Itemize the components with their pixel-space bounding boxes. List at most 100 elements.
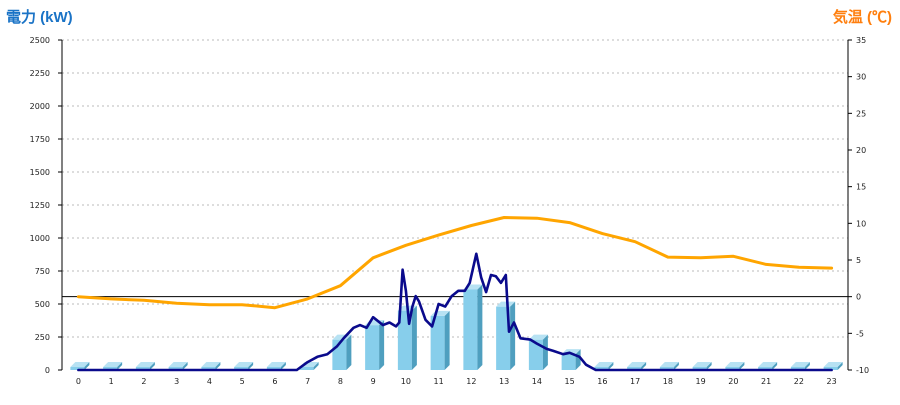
bar-side	[149, 362, 155, 370]
bar	[659, 367, 674, 370]
bar	[168, 367, 183, 370]
bar-top	[103, 362, 123, 367]
x-tick-label: 16	[597, 377, 607, 386]
right-tick-label: -5	[856, 329, 864, 338]
bar-top	[823, 362, 843, 367]
bar-side	[313, 362, 319, 370]
right-tick-label: 35	[856, 36, 866, 45]
left-tick-label: 1750	[30, 135, 50, 144]
bar	[70, 367, 85, 370]
x-tick-label: 19	[696, 377, 706, 386]
right-tick-label: 15	[856, 183, 866, 192]
x-tick-label: 5	[240, 377, 245, 386]
bar-top	[266, 362, 286, 367]
x-tick-label: 3	[174, 377, 179, 386]
x-tick-label: 20	[728, 377, 738, 386]
temperature-line	[76, 216, 834, 310]
bar-top	[659, 362, 679, 367]
x-tick-label: 17	[630, 377, 640, 386]
bar-side	[510, 301, 516, 370]
bar	[397, 310, 412, 370]
x-tick-label: 2	[141, 377, 146, 386]
bar	[627, 367, 642, 370]
right-tick-label: 10	[856, 219, 866, 228]
bar	[561, 354, 576, 370]
bar-top	[135, 362, 155, 367]
bar-top	[70, 362, 90, 367]
bar-top	[758, 362, 778, 367]
bar	[430, 315, 445, 370]
left-tick-label: 1500	[30, 168, 50, 177]
bar-top	[594, 362, 614, 367]
bar-top	[168, 362, 188, 367]
left-tick-label: 1000	[30, 234, 50, 243]
x-tick-label: 9	[371, 377, 376, 386]
bar	[758, 367, 773, 370]
x-tick-label: 23	[827, 377, 837, 386]
bar	[725, 367, 740, 370]
bar-side	[379, 320, 385, 370]
x-tick-label: 15	[565, 377, 575, 386]
right-tick-label: 25	[856, 109, 866, 118]
x-tick-label: 7	[305, 377, 310, 386]
right-axis-title: 気温 (℃)	[832, 9, 892, 26]
bar-top	[692, 362, 712, 367]
x-tick-label: 21	[761, 377, 771, 386]
x-tick-label: 13	[499, 377, 509, 386]
bar-side	[706, 362, 712, 370]
right-tick-label: -10	[856, 366, 869, 375]
right-tick-label: 20	[856, 146, 866, 155]
bar-side	[215, 362, 221, 370]
bar-top	[201, 362, 221, 367]
x-tick-label: 22	[794, 377, 804, 386]
bar-top	[627, 362, 647, 367]
bar-side	[608, 362, 614, 370]
left-tick-label: 0	[45, 366, 50, 375]
bar	[299, 367, 314, 370]
x-tick-label: 0	[76, 377, 81, 386]
x-tick-label: 12	[466, 377, 476, 386]
left-tick-label: 2250	[30, 69, 50, 78]
bar	[823, 367, 838, 370]
left-tick-label: 1250	[30, 201, 50, 210]
bar-side	[673, 362, 679, 370]
power-line	[77, 252, 833, 372]
bar	[496, 306, 511, 370]
bar-side	[117, 362, 123, 370]
bar-side	[804, 362, 810, 370]
left-tick-label: 250	[35, 333, 50, 342]
left-tick-label: 500	[35, 300, 50, 309]
right-tick-label: 5	[856, 256, 861, 265]
bar-side	[837, 362, 843, 370]
right-tick-label: 30	[856, 73, 866, 82]
bar-side	[444, 310, 450, 370]
bar-top	[528, 334, 548, 340]
bar-top	[790, 362, 810, 367]
bar-side	[542, 334, 548, 370]
bar	[528, 339, 543, 370]
bar-side	[477, 284, 483, 370]
bar-side	[346, 334, 352, 370]
bar-top	[234, 362, 254, 367]
bar-side	[182, 362, 188, 370]
left-tick-label: 2000	[30, 102, 50, 111]
bar-side	[280, 362, 286, 370]
left-tick-label: 750	[35, 267, 50, 276]
bar	[463, 289, 478, 370]
x-tick-label: 11	[434, 377, 444, 386]
bar-top	[725, 362, 745, 367]
bar	[266, 367, 281, 370]
x-tick-label: 14	[532, 377, 542, 386]
bar	[594, 367, 609, 370]
bar-side	[772, 362, 778, 370]
bar	[103, 367, 118, 370]
x-tick-label: 4	[207, 377, 212, 386]
bar	[135, 367, 150, 370]
x-tick-label: 6	[272, 377, 277, 386]
bar	[692, 367, 707, 370]
bar	[790, 367, 805, 370]
x-tick-label: 8	[338, 377, 343, 386]
left-axis-title: 電力 (kW)	[6, 9, 73, 26]
